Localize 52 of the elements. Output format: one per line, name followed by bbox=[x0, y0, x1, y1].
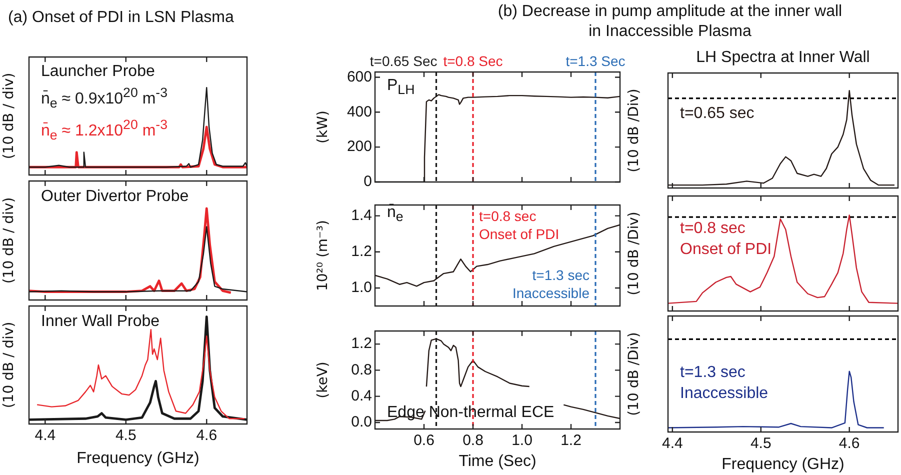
y-tick-label: 0.4 bbox=[351, 387, 372, 404]
x-tick-label: 4.4 bbox=[662, 435, 683, 452]
x-tick-label: 0.6 bbox=[414, 432, 434, 450]
ref-line-label: t=0.8 Sec bbox=[443, 53, 503, 69]
y-axis-title: (keV) bbox=[315, 362, 332, 398]
x-axis-title: Time (Sec) bbox=[458, 452, 536, 470]
x-tick-label: 4.5 bbox=[115, 427, 136, 444]
annotation: n̄$_{e}$ bbox=[387, 203, 404, 226]
y-axis-title: (10 dB /Div) bbox=[626, 212, 642, 296]
chart-title: (a) Onset of PDI in LSN Plasma bbox=[8, 8, 235, 28]
y-tick-label: 1.4 bbox=[351, 206, 372, 224]
y-axis-title: 10²⁰ (m⁻³) bbox=[315, 220, 332, 292]
ref-line-label: t=1.3 sec Inaccessible bbox=[512, 267, 590, 301]
text: Launcher Probe bbox=[41, 62, 156, 82]
y-tick-label: 0.8 bbox=[351, 361, 372, 378]
x-tick-label: 4.6 bbox=[196, 427, 218, 444]
annotation: Edge Non-thermal ECE bbox=[387, 403, 554, 423]
y-axis-title: (10 dB / div) bbox=[1, 197, 18, 284]
x-tick-label: 1.2 bbox=[560, 432, 582, 450]
y-tick-label: 0.0 bbox=[351, 414, 372, 431]
ref-line-label: t=0.65 Sec bbox=[370, 53, 438, 69]
series-label: n̄$_{e}$ ≈ 1.2x10$^{20}$ m$^{-3}$ bbox=[41, 116, 168, 144]
y-tick-label: 400 bbox=[346, 103, 372, 120]
x-tick-label: 0.8 bbox=[462, 432, 484, 450]
annotation: Inner Wall Probe bbox=[41, 312, 160, 332]
y-axis-title: (10 dB /Div) bbox=[626, 332, 642, 416]
y-tick-label: 1.0 bbox=[351, 279, 372, 296]
ref-line-label: t=0.8 sec Onset of PDI bbox=[479, 208, 560, 242]
text: n̄$_{e}$ ≈ 0.9x10$^{20}$ m$^{-3}$ bbox=[41, 84, 168, 113]
y-tick-label: 1.2 bbox=[351, 243, 372, 260]
series-label: t=1.3 sec Inaccessible bbox=[680, 363, 768, 404]
annotation: P$_{LH}$ bbox=[387, 76, 415, 100]
y-tick-label: 1.2 bbox=[351, 335, 372, 352]
y-axis-title: (10 dB / div) bbox=[1, 322, 18, 408]
chart-title: LH Spectra at Inner Wall bbox=[695, 48, 871, 68]
x-tick-label: 4.4 bbox=[34, 427, 56, 444]
y-tick-label: 0 bbox=[364, 173, 372, 190]
y-tick-label: 200 bbox=[346, 138, 372, 156]
series-label: t=0.8 sec Onset of PDI bbox=[680, 219, 772, 260]
x-tick-label: 4.6 bbox=[838, 435, 860, 452]
x-axis-title: Frequency (GHz) bbox=[722, 456, 844, 473]
text: Outer Divertor Probe bbox=[41, 187, 189, 207]
x-tick-label: 1.0 bbox=[512, 432, 532, 450]
y-tick-label: 600 bbox=[346, 68, 372, 86]
text: (b) Decrease in pump amplitude at the inner wall in Inaccessible Plasma bbox=[496, 2, 844, 42]
ref-line-label: t=1.3 Sec bbox=[566, 53, 626, 69]
text: t=0.65 sec bbox=[680, 104, 754, 124]
y-axis-title: (10 dB / div) bbox=[1, 72, 18, 160]
y-axis-title: (kW) bbox=[315, 110, 332, 144]
y-axis-title: (10 dB /Div) bbox=[626, 88, 642, 172]
x-axis-title: Frequency (GHz) bbox=[76, 450, 200, 467]
x-tick-label: 4.5 bbox=[750, 435, 772, 452]
